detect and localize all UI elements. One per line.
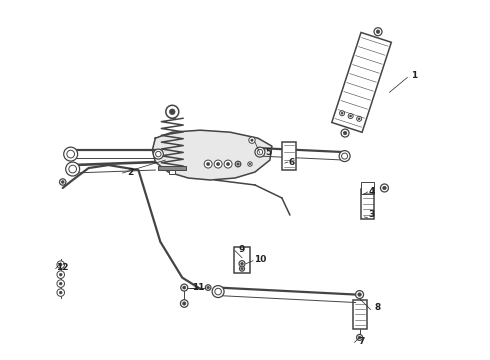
Circle shape: [376, 30, 380, 33]
Text: 7: 7: [358, 337, 365, 346]
Circle shape: [59, 291, 62, 294]
Circle shape: [239, 261, 245, 267]
Circle shape: [358, 293, 361, 296]
Circle shape: [342, 153, 347, 159]
Circle shape: [255, 147, 265, 157]
Circle shape: [61, 181, 64, 184]
Circle shape: [341, 112, 343, 114]
Circle shape: [248, 162, 252, 166]
Circle shape: [66, 162, 80, 176]
Polygon shape: [152, 130, 272, 180]
Circle shape: [237, 163, 239, 165]
Circle shape: [215, 288, 221, 295]
Circle shape: [357, 116, 362, 121]
Circle shape: [166, 105, 179, 118]
Circle shape: [383, 186, 386, 190]
Circle shape: [249, 163, 251, 165]
Circle shape: [340, 111, 344, 116]
Circle shape: [205, 285, 211, 291]
Circle shape: [374, 28, 382, 36]
Text: 11: 11: [192, 283, 204, 292]
Circle shape: [59, 263, 62, 266]
Circle shape: [226, 162, 230, 166]
Circle shape: [183, 286, 186, 289]
Text: 10: 10: [254, 255, 266, 264]
Text: 6: 6: [289, 158, 295, 167]
Circle shape: [217, 162, 220, 166]
Circle shape: [204, 160, 212, 168]
Circle shape: [257, 149, 263, 155]
Bar: [170, 112, 175, 118]
Circle shape: [69, 165, 76, 173]
Circle shape: [207, 162, 210, 166]
Circle shape: [57, 280, 65, 287]
Circle shape: [356, 291, 364, 298]
Text: 3: 3: [368, 210, 375, 219]
Circle shape: [249, 137, 255, 143]
Circle shape: [153, 149, 163, 159]
Circle shape: [341, 129, 349, 137]
Circle shape: [240, 266, 245, 271]
Circle shape: [357, 334, 363, 340]
Circle shape: [241, 267, 243, 270]
Circle shape: [339, 150, 350, 162]
Bar: [158, 166, 186, 170]
Text: 4: 4: [368, 188, 375, 197]
Bar: [361, 182, 374, 194]
Circle shape: [64, 147, 77, 161]
Circle shape: [235, 161, 241, 167]
Circle shape: [358, 336, 361, 339]
Circle shape: [180, 300, 188, 307]
Circle shape: [57, 271, 65, 278]
Circle shape: [183, 302, 186, 305]
Circle shape: [59, 282, 62, 285]
Circle shape: [251, 139, 253, 141]
Circle shape: [207, 286, 209, 289]
Circle shape: [343, 131, 347, 135]
Bar: [234, 247, 250, 273]
Bar: [332, 32, 392, 132]
Circle shape: [156, 151, 161, 157]
Circle shape: [380, 184, 389, 192]
Circle shape: [59, 179, 66, 185]
Circle shape: [181, 284, 188, 291]
Circle shape: [241, 262, 244, 265]
Circle shape: [170, 109, 175, 114]
Circle shape: [212, 285, 224, 298]
Circle shape: [57, 289, 65, 296]
Bar: [361, 189, 374, 219]
Bar: [353, 300, 367, 329]
Text: 2: 2: [127, 167, 134, 176]
Text: 12: 12: [56, 263, 69, 272]
Circle shape: [67, 150, 74, 158]
Text: 1: 1: [411, 71, 417, 80]
Circle shape: [358, 118, 360, 120]
Bar: [282, 142, 296, 170]
Text: 9: 9: [239, 245, 245, 254]
Circle shape: [224, 160, 232, 168]
Text: 8: 8: [374, 303, 381, 312]
Text: 5: 5: [265, 148, 271, 157]
Circle shape: [350, 115, 352, 117]
FancyBboxPatch shape: [169, 170, 175, 174]
Circle shape: [59, 273, 62, 276]
Circle shape: [214, 160, 222, 168]
Circle shape: [57, 261, 65, 269]
Circle shape: [348, 113, 353, 118]
